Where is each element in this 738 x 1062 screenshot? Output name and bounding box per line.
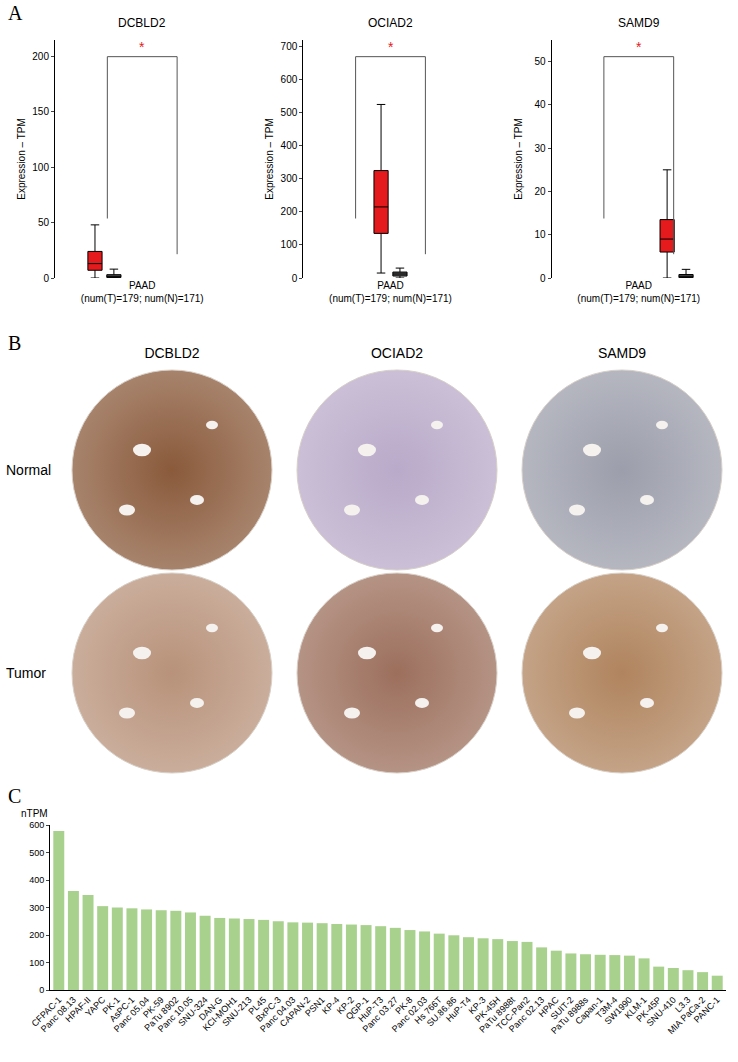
svg-text:100: 100 bbox=[32, 162, 49, 173]
svg-text:SAMD9: SAMD9 bbox=[618, 16, 660, 30]
svg-text:200: 200 bbox=[32, 51, 49, 62]
svg-text:KP-4: KP-4 bbox=[320, 995, 341, 1016]
svg-text:KCI-MOH1: KCI-MOH1 bbox=[201, 995, 239, 1033]
svg-text:20: 20 bbox=[534, 186, 546, 197]
svg-text:L3.3: L3.3 bbox=[673, 995, 692, 1014]
svg-text:HPAC: HPAC bbox=[537, 994, 562, 1019]
svg-text:500: 500 bbox=[281, 107, 298, 118]
svg-text:PK-8: PK-8 bbox=[393, 995, 414, 1016]
html-text:B: B bbox=[8, 332, 22, 354]
svg-text:10: 10 bbox=[534, 229, 546, 240]
svg-text:30: 30 bbox=[534, 143, 546, 154]
svg-text:YAPC: YAPC bbox=[83, 994, 107, 1018]
svg-text:OCIAD2: OCIAD2 bbox=[371, 345, 423, 361]
svg-text:200: 200 bbox=[281, 206, 298, 217]
svg-text:PK-59: PK-59 bbox=[141, 995, 166, 1020]
svg-text:0: 0 bbox=[39, 985, 44, 995]
svg-text:0: 0 bbox=[43, 273, 49, 284]
svg-text:500: 500 bbox=[29, 848, 44, 858]
svg-text:DCBLD2: DCBLD2 bbox=[144, 345, 199, 361]
svg-text:HuP-T3: HuP-T3 bbox=[356, 995, 385, 1024]
svg-text:PAAD: PAAD bbox=[626, 280, 653, 291]
svg-text:Capan-1: Capan-1 bbox=[573, 995, 604, 1026]
svg-text:Expression – TPM: Expression – TPM bbox=[16, 118, 27, 200]
svg-text:PANC-1: PANC-1 bbox=[692, 995, 722, 1025]
svg-text:50: 50 bbox=[534, 56, 546, 67]
svg-text:PaTu 8988t: PaTu 8988t bbox=[477, 994, 517, 1034]
svg-text:Panc 02.03: Panc 02.03 bbox=[390, 995, 429, 1034]
svg-text:PAAD: PAAD bbox=[377, 280, 404, 291]
svg-text:QGP-1: QGP-1 bbox=[344, 995, 371, 1022]
svg-text:SNU-213: SNU-213 bbox=[220, 995, 253, 1028]
svg-text:0: 0 bbox=[540, 273, 546, 284]
svg-text:0: 0 bbox=[292, 273, 298, 284]
svg-text:150: 150 bbox=[32, 106, 49, 117]
svg-text:Hs 766T: Hs 766T bbox=[413, 994, 444, 1025]
svg-text:Panc 10.05: Panc 10.05 bbox=[156, 995, 195, 1034]
svg-text:T3M-4: T3M-4 bbox=[594, 995, 619, 1020]
svg-text:PAAD: PAAD bbox=[129, 280, 156, 291]
svg-text:KP-2: KP-2 bbox=[335, 995, 356, 1016]
svg-text:SNU-324: SNU-324 bbox=[176, 995, 209, 1028]
svg-text:KP-3: KP-3 bbox=[466, 995, 487, 1016]
svg-text:DAN-G: DAN-G bbox=[197, 995, 225, 1023]
svg-text:100: 100 bbox=[29, 958, 44, 968]
svg-text:600: 600 bbox=[281, 74, 298, 85]
svg-text:SNU-410: SNU-410 bbox=[645, 995, 678, 1028]
svg-text:PK-45H: PK-45H bbox=[473, 995, 502, 1024]
html-text:C: C bbox=[8, 785, 22, 807]
svg-text:TCC-Pan2: TCC-Pan2 bbox=[494, 995, 531, 1032]
svg-text:SW1990: SW1990 bbox=[603, 995, 634, 1026]
svg-text:300: 300 bbox=[29, 903, 44, 913]
svg-text:SUIT-2: SUIT-2 bbox=[549, 995, 576, 1022]
svg-text:CAPAN-2: CAPAN-2 bbox=[278, 995, 312, 1029]
svg-text:AsPC-1: AsPC-1 bbox=[108, 995, 137, 1024]
svg-text:Panc 05.04: Panc 05.04 bbox=[112, 995, 151, 1034]
svg-text:Expression – TPM: Expression – TPM bbox=[513, 118, 524, 200]
svg-text:(num(T)=179; num(N)=171): (num(T)=179; num(N)=171) bbox=[329, 293, 452, 304]
svg-text:(num(T)=179; num(N)=171): (num(T)=179; num(N)=171) bbox=[81, 293, 204, 304]
svg-text:PK-45P: PK-45P bbox=[634, 995, 663, 1024]
svg-text:HPAF-II: HPAF-II bbox=[63, 995, 92, 1024]
svg-text:Panc 02.13: Panc 02.13 bbox=[507, 995, 546, 1034]
html-text:A: A bbox=[8, 2, 23, 24]
svg-text:CFPAC-1: CFPAC-1 bbox=[30, 995, 64, 1029]
svg-text:300: 300 bbox=[281, 173, 298, 184]
svg-text:50: 50 bbox=[38, 217, 50, 228]
svg-text:200: 200 bbox=[29, 930, 44, 940]
svg-text:KLM-1: KLM-1 bbox=[623, 995, 649, 1021]
svg-text:(num(T)=179; num(N)=171): (num(T)=179; num(N)=171) bbox=[577, 293, 700, 304]
svg-text:PK-1: PK-1 bbox=[101, 995, 122, 1016]
svg-text:*: * bbox=[636, 39, 642, 55]
svg-text:Panc 08.13: Panc 08.13 bbox=[39, 995, 78, 1034]
svg-text:400: 400 bbox=[29, 875, 44, 885]
svg-text:100: 100 bbox=[281, 239, 298, 250]
svg-text:*: * bbox=[139, 39, 145, 55]
svg-text:PaTu 8988s: PaTu 8988s bbox=[549, 994, 591, 1036]
svg-text:Normal: Normal bbox=[6, 462, 51, 478]
svg-text:700: 700 bbox=[281, 41, 298, 52]
svg-text:DCBLD2: DCBLD2 bbox=[118, 16, 166, 30]
svg-text:SU.86.86: SU.86.86 bbox=[425, 995, 459, 1029]
svg-text:Panc 04.03: Panc 04.03 bbox=[258, 995, 297, 1034]
svg-text:Tumor: Tumor bbox=[6, 665, 46, 681]
svg-text:HuP-T4: HuP-T4 bbox=[444, 995, 473, 1024]
svg-text:SAMD9: SAMD9 bbox=[598, 345, 646, 361]
svg-text:nTPM: nTPM bbox=[21, 808, 48, 819]
svg-text:Expression – TPM: Expression – TPM bbox=[264, 118, 275, 200]
svg-text:40: 40 bbox=[534, 99, 546, 110]
svg-text:*: * bbox=[388, 39, 394, 55]
svg-text:Panc 03.27: Panc 03.27 bbox=[361, 995, 400, 1034]
svg-text:PaTu 8902: PaTu 8902 bbox=[142, 995, 180, 1033]
svg-text:BxPC-3: BxPC-3 bbox=[254, 995, 283, 1024]
svg-text:PL45: PL45 bbox=[246, 995, 268, 1017]
svg-text:MIA PaCa-2: MIA PaCa-2 bbox=[666, 995, 707, 1036]
svg-text:600: 600 bbox=[29, 820, 44, 830]
svg-text:400: 400 bbox=[281, 140, 298, 151]
svg-text:OCIAD2: OCIAD2 bbox=[368, 16, 413, 30]
svg-text:PSN1: PSN1 bbox=[303, 995, 327, 1019]
